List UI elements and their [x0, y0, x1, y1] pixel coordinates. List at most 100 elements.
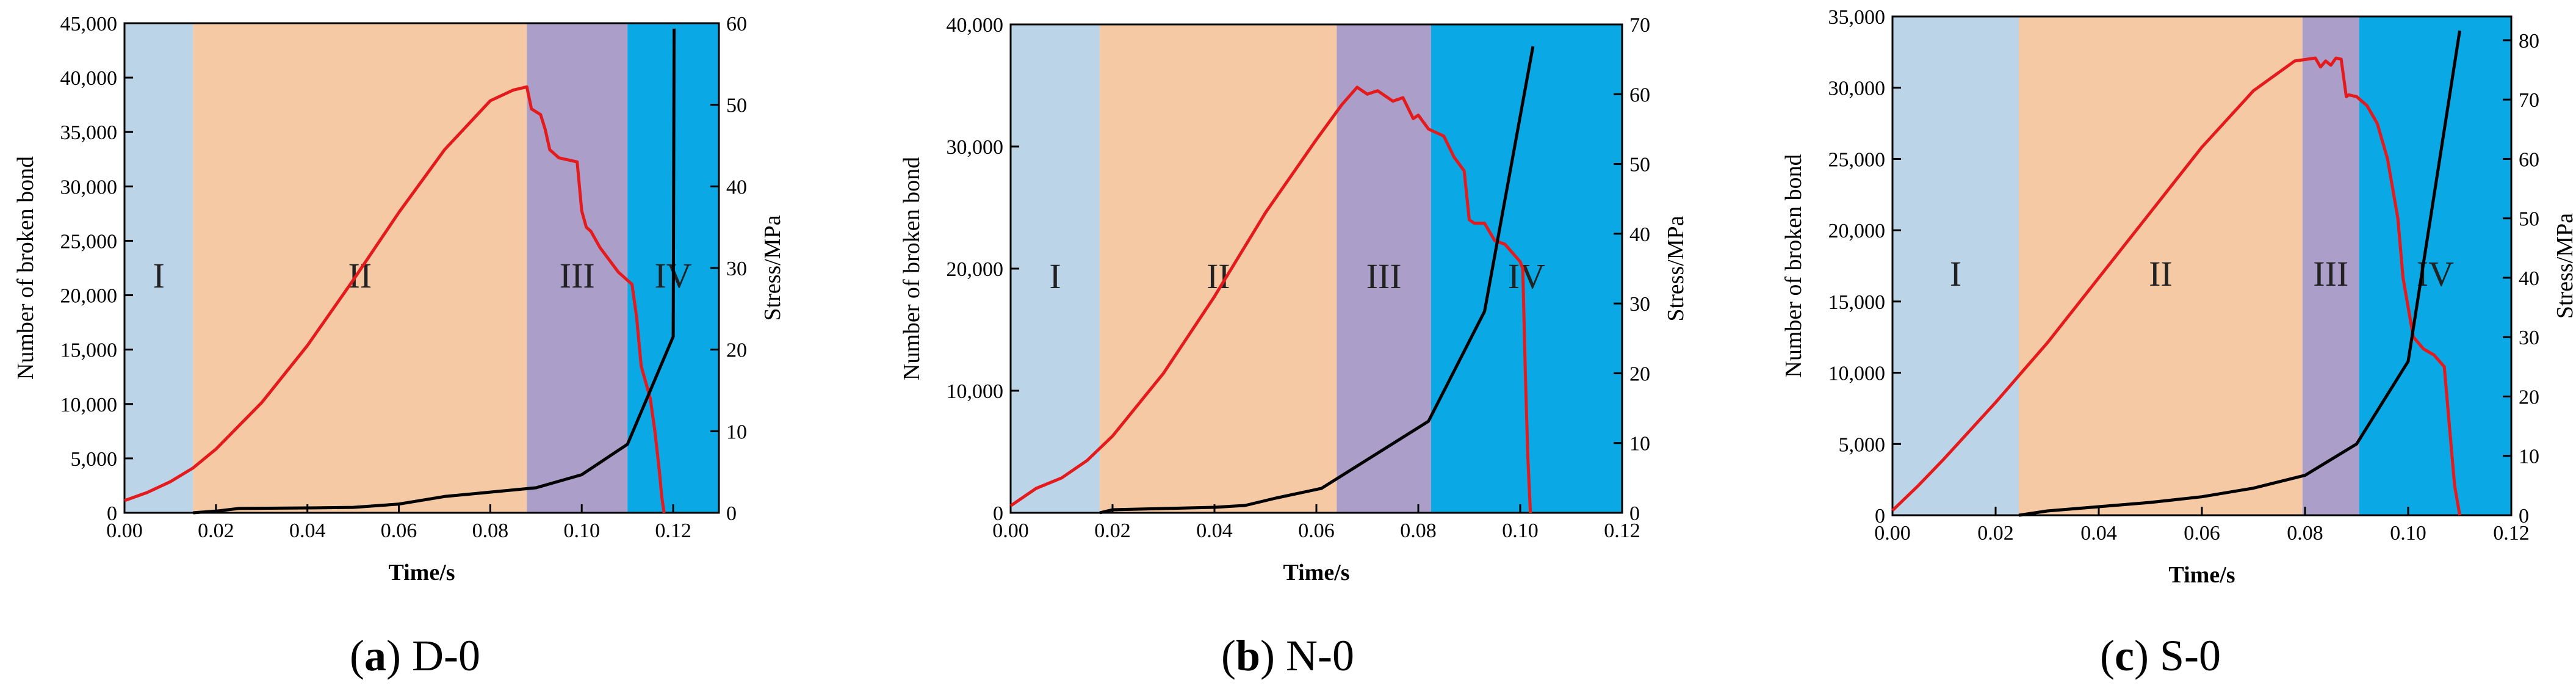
x-tick-label: 0.00	[992, 520, 1029, 542]
y-right-tick-label: 50	[2519, 208, 2539, 231]
x-tick-label: 0.06	[381, 520, 417, 542]
y-right-axis-label: Stress/MPa	[760, 215, 785, 321]
y-left-tick-label: 35,000	[1828, 6, 1886, 29]
x-tick-label: 0.02	[1977, 522, 2014, 545]
y-right-tick-label: 30	[2519, 327, 2539, 349]
stage-iv-label: IV	[1508, 256, 1545, 296]
y-left-tick-label: 30,000	[60, 176, 118, 198]
y-right-tick-label: 50	[726, 95, 747, 117]
x-tick-label: 0.02	[1094, 520, 1131, 542]
y-right-tick-label: 0	[1629, 502, 1640, 525]
y-left-tick-label: 30,000	[947, 136, 1004, 159]
y-left-tick-label: 0	[107, 502, 117, 525]
x-tick-label: 0.08	[2287, 522, 2323, 545]
x-tick-label: 0.04	[289, 520, 326, 542]
y-right-tick-label: 30	[1629, 293, 1650, 316]
stage-iii-band	[527, 23, 628, 513]
stage-ii-label: II	[348, 256, 372, 295]
y-left-axis-label: Number of broken bond	[1781, 154, 1806, 377]
y-right-tick-label: 70	[1629, 14, 1650, 37]
y-right-tick-label: 10	[2519, 446, 2539, 468]
stage-iv-band	[2359, 16, 2511, 515]
y-left-tick-label: 20,000	[60, 285, 118, 308]
y-left-tick-label: 35,000	[60, 121, 118, 144]
stage-iii-band	[1337, 24, 1431, 513]
y-right-tick-label: 60	[1629, 84, 1650, 106]
y-right-tick-label: 10	[1629, 433, 1650, 455]
x-tick-label: 0.00	[106, 520, 143, 542]
y-left-tick-label: 25,000	[1828, 148, 1886, 171]
caption-name: S-0	[2149, 631, 2221, 680]
y-left-tick-label: 10,000	[60, 394, 118, 416]
stage-i-label: I	[1049, 256, 1061, 296]
broken-bond-curve	[2018, 30, 2461, 517]
x-tick-label: 0.04	[2080, 522, 2117, 545]
y-right-tick-label: 60	[726, 13, 747, 35]
y-left-axis-label: Number of broken bond	[13, 156, 38, 380]
stage-ii-label: II	[2149, 254, 2173, 294]
y-left-tick-label: 0	[1875, 505, 1885, 527]
y-right-axis-label: Stress/MPa	[1663, 215, 1689, 321]
y-right-tick-label: 10	[726, 421, 747, 443]
x-axis-label: Time/s	[2168, 562, 2235, 588]
y-right-tick-label: 20	[1629, 363, 1650, 385]
caption-name: N-0	[1275, 631, 1354, 680]
stage-i-band	[1892, 16, 2019, 515]
caption-close-paren: )	[386, 631, 401, 680]
stress-curve	[1009, 85, 1532, 513]
y-right-tick-label: 40	[2519, 267, 2539, 290]
stress-curve	[1891, 56, 2461, 516]
y-left-tick-label: 10,000	[1828, 363, 1886, 385]
y-right-tick-label: 20	[726, 339, 747, 362]
panel-caption: (b) N-0	[1221, 631, 1354, 680]
y-left-tick-label: 20,000	[947, 258, 1004, 281]
y-left-tick-label: 45,000	[60, 13, 118, 35]
stage-iii-label: III	[560, 256, 595, 295]
y-left-tick-label: 40,000	[60, 67, 118, 90]
stage-i-band	[1011, 24, 1100, 513]
y-right-tick-label: 0	[726, 502, 737, 525]
y-right-tick-label: 80	[2519, 30, 2539, 53]
stage-i-band	[124, 23, 193, 513]
y-right-tick-label: 30	[726, 258, 747, 280]
x-tick-label: 0.04	[1196, 520, 1233, 542]
stress-curve	[124, 85, 666, 513]
y-left-tick-label: 20,000	[1828, 220, 1886, 242]
y-right-tick-label: 40	[726, 176, 747, 198]
x-tick-label: 0.10	[563, 520, 600, 542]
chart-s-0: I II III IV0.00 0.02 0.04 0.06 0.08 0.10 0.1205,0…	[1781, 6, 2576, 680]
y-left-tick-label: 5,000	[71, 448, 118, 471]
y-right-tick-label: 50	[1629, 154, 1650, 176]
caption-open-paren: (	[2100, 631, 2115, 680]
stage-i-label: I	[153, 256, 165, 295]
y-left-tick-label: 5,000	[1839, 433, 1886, 456]
caption-letter: a	[364, 631, 386, 680]
x-tick-label: 0.06	[2184, 522, 2220, 545]
y-right-axis-label: Stress/MPa	[2552, 213, 2576, 319]
broken-bond-curve	[1099, 46, 1535, 515]
x-tick-label: 0.10	[2390, 522, 2426, 545]
chart-d-0: I II III IV0.00 0.02 0.04 0.06 0.08 0.10 0.1205,0…	[13, 13, 785, 680]
stage-iii-band	[2302, 16, 2359, 515]
panel-caption: (c) S-0	[2100, 631, 2221, 680]
y-left-tick-label: 15,000	[60, 339, 118, 362]
y-right-tick-label: 0	[2519, 505, 2529, 527]
x-tick-label: 0.08	[1400, 520, 1437, 542]
x-tick-label: 0.12	[1604, 520, 1640, 542]
x-tick-label: 0.12	[2493, 522, 2530, 545]
chart-n-0: I II III IV0.00 0.02 0.04 0.06 0.08 0.10 0.12010,…	[899, 14, 1689, 680]
y-left-tick-label: 25,000	[60, 230, 118, 253]
y-left-tick-label: 0	[993, 502, 1003, 525]
stage-i-label: I	[1950, 254, 1961, 294]
y-left-tick-label: 10,000	[947, 380, 1004, 403]
x-tick-label: 0.02	[198, 520, 234, 542]
caption-open-paren: (	[1221, 631, 1236, 680]
stage-ii-band	[2019, 16, 2303, 515]
x-tick-label: 0.06	[1298, 520, 1335, 542]
x-tick-label: 0.08	[472, 520, 509, 542]
broken-bond-curve	[193, 28, 676, 515]
caption-name: D-0	[401, 631, 480, 680]
caption-letter: c	[2115, 631, 2134, 680]
y-right-tick-label: 70	[2519, 89, 2539, 112]
x-axis-label: Time/s	[388, 560, 455, 585]
